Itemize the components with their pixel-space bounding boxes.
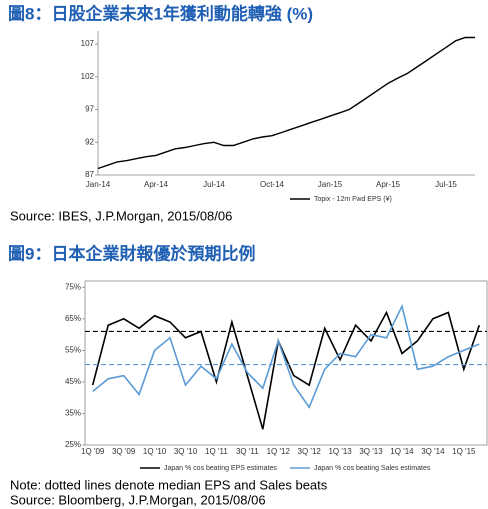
y-tick-label: 97	[85, 105, 94, 114]
x-tick-label: Apr-15	[376, 180, 401, 189]
x-tick-label: 3Q '13	[359, 447, 383, 456]
y-tick-label: 107	[81, 39, 95, 48]
source: Source: Bloomberg, J.P.Morgan, 2015/08/0…	[10, 492, 266, 507]
y-tick-label: 25%	[65, 440, 81, 449]
plot-frame	[84, 280, 488, 446]
x-tick-label: 1Q '12	[267, 447, 291, 456]
legend-label: Topix - 12m Fwd EPS (¥)	[314, 196, 392, 203]
legend-label: Japan % cos beating EPS estimates	[164, 465, 277, 472]
y-tick-label: 87	[85, 170, 94, 179]
x-tick-label: Jan-15	[318, 180, 343, 189]
y-tick-label: 75%	[65, 282, 81, 291]
y-tick-label: 55%	[65, 345, 81, 354]
x-tick-label: 3Q '10	[174, 447, 198, 456]
y-tick-label: 92	[85, 137, 94, 146]
chart-title: 圖8：日股企業未來1年獲利動能轉強 (%)	[8, 3, 313, 23]
x-tick-label: 1Q '09	[81, 447, 105, 456]
legend-label: Japan % cos beating Sales estimates	[314, 465, 431, 472]
x-tick-label: 1Q '14	[390, 447, 414, 456]
x-tick-label: 3Q '12	[298, 447, 322, 456]
y-tick-label: 35%	[65, 409, 81, 418]
chart-title: 圖9：日本企業財報優於預期比例	[8, 243, 255, 263]
x-tick-label: Jul-14	[203, 180, 225, 189]
x-tick-label: 1Q '11	[205, 447, 228, 456]
y-tick-label: 65%	[65, 314, 81, 323]
series-line	[97, 36, 475, 170]
x-tick-label: 1Q '13	[328, 447, 352, 456]
source: Source: IBES, J.P.Morgan, 2015/08/06	[10, 208, 232, 223]
x-tick-label: Jan-14	[86, 180, 111, 189]
note: Note: dotted lines denote median EPS and…	[10, 477, 328, 492]
x-tick-label: 3Q '14	[421, 447, 445, 456]
series-line	[92, 303, 480, 409]
x-tick-label: Jul-15	[435, 180, 457, 189]
x-tick-label: 1Q '15	[452, 447, 476, 456]
y-tick-label: 45%	[65, 377, 81, 386]
series-line	[91, 310, 481, 430]
x-tick-label: 1Q '10	[143, 447, 167, 456]
x-tick-label: Apr-14	[144, 180, 169, 189]
x-tick-label: 3Q '11	[236, 447, 259, 456]
x-tick-label: Oct-14	[260, 180, 285, 189]
y-tick-label: 102	[81, 72, 95, 81]
x-tick-label: 3Q '09	[112, 447, 136, 456]
